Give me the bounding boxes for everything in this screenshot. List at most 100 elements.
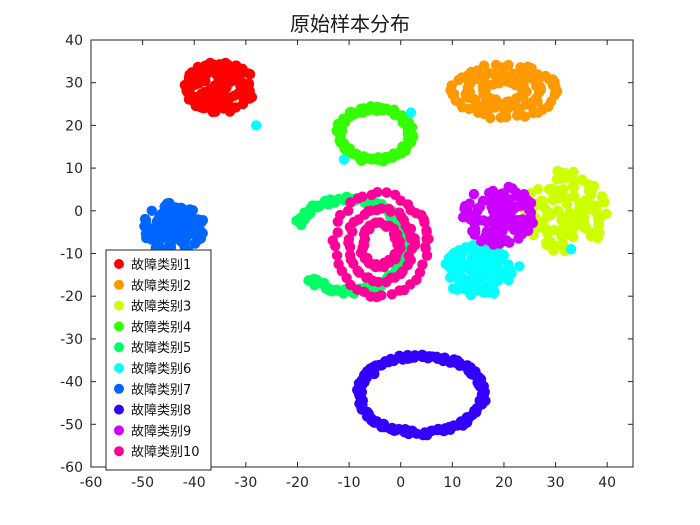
data-point [464,103,475,115]
data-point [570,220,581,232]
data-point [345,197,356,208]
data-point [405,107,417,118]
data-point [241,93,252,105]
legend-marker [114,321,124,332]
data-point [482,267,493,279]
x-tick-label: 10 [443,475,461,491]
data-point [560,172,571,184]
legend-label: 故障类别6 [131,362,191,377]
data-point [518,220,529,231]
data-point [230,102,241,113]
data-point [501,111,512,123]
data-point [217,76,229,88]
data-point [192,234,203,245]
data-point [584,187,595,198]
data-point [187,205,198,216]
data-point [494,192,505,203]
data-point [175,202,186,213]
data-point [242,68,254,79]
data-point [243,78,255,89]
data-point [561,198,573,210]
data-point [596,191,608,202]
x-tick-label: -10 [338,475,361,491]
data-point [506,268,517,279]
data-point [568,166,579,178]
data-point [394,207,405,218]
data-point [210,106,221,117]
y-tick-label: -60 [60,460,83,476]
x-tick-label: 40 [598,475,616,491]
data-point [522,197,533,208]
data-point [490,59,502,71]
data-point [330,240,341,252]
y-tick-label: 40 [65,33,83,49]
data-point [494,220,506,231]
data-point [467,240,478,251]
legend-label: 故障类别9 [131,424,191,439]
data-point [474,201,485,213]
data-point [445,254,456,266]
data-points [139,57,612,441]
x-tick-label: 0 [396,475,405,491]
data-point [501,104,513,115]
data-point [519,111,531,122]
data-point [466,272,477,284]
legend-marker [114,404,124,415]
data-point [551,174,563,185]
data-point [501,235,512,246]
data-point [388,228,400,240]
data-point [478,388,490,399]
data-point [469,217,480,229]
data-point [190,99,201,110]
legend-marker [114,342,124,353]
data-point [485,112,496,124]
data-point [464,198,475,209]
data-point [591,200,603,211]
y-tick-label: 30 [65,76,83,92]
legend-marker [114,425,124,436]
legend-label: 故障类别2 [131,279,191,294]
data-point [552,185,563,196]
data-point [451,284,463,295]
legend-marker [114,279,124,290]
data-point [564,208,575,219]
data-point [568,231,579,243]
legend-label: 故障类别10 [131,445,200,460]
x-tick-label: 30 [547,475,565,491]
data-point [231,60,242,71]
data-point [518,189,530,200]
data-point [545,236,556,247]
data-point [593,225,604,237]
data-point [546,208,557,220]
data-point [200,60,211,71]
legend-marker [114,300,124,311]
data-point [390,189,401,200]
data-point [146,205,157,216]
data-point [195,225,206,237]
x-tick-label: -60 [80,475,103,491]
data-point [167,234,179,245]
x-tick-label: -20 [286,475,309,491]
legend-marker [114,383,124,394]
data-point [525,207,537,218]
data-point [383,203,395,215]
y-tick-label: 10 [65,161,83,177]
x-tick-label: -50 [131,475,154,491]
data-point [366,189,377,201]
data-point [405,223,417,234]
data-point [216,93,227,105]
data-point [489,277,501,288]
data-point [186,81,197,93]
y-tick-label: 20 [65,118,83,134]
data-point [344,241,356,253]
legend-label: 故障类别5 [131,341,191,356]
legend-label: 故障类别4 [131,320,191,335]
data-point [179,237,191,248]
data-point [233,76,245,87]
data-point [186,67,198,78]
data-point [332,227,343,238]
y-tick-label: -20 [60,289,83,305]
data-point [514,79,526,91]
data-point [585,231,597,242]
data-point [452,259,464,270]
